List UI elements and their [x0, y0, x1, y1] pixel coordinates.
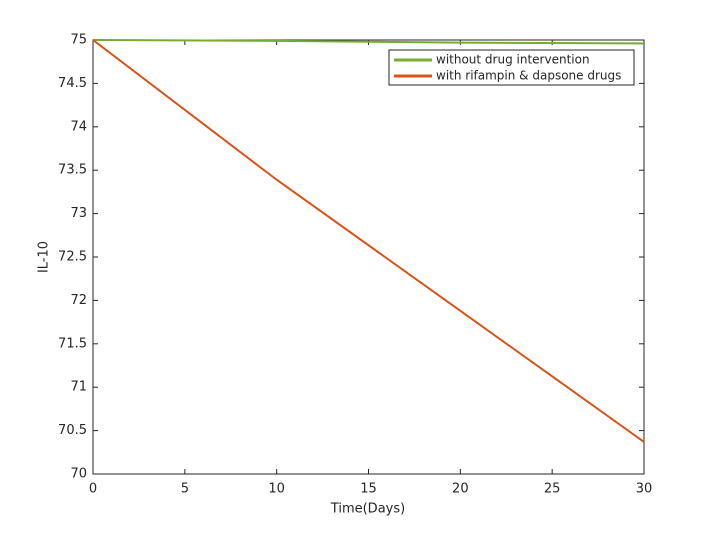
x-tick-label: 0 [89, 482, 97, 497]
series-line [92, 39, 645, 45]
y-tick-label: 73.5 [58, 163, 87, 178]
y-tick-label: 72.5 [58, 250, 87, 265]
x-tick-label: 15 [360, 482, 377, 497]
x-axis-label: Time(Days) [330, 502, 405, 517]
x-tick-label: 10 [268, 482, 285, 497]
y-tick-label: 75 [70, 33, 87, 48]
y-tick-label: 71 [70, 380, 87, 395]
y-tick-label: 72 [70, 293, 87, 308]
x-tick-label: 25 [544, 482, 561, 497]
legend-label: without drug intervention [436, 53, 590, 67]
legend-box [388, 49, 635, 86]
y-tick-label: 74.5 [58, 76, 87, 91]
y-tick-label: 70 [70, 467, 87, 482]
y-tick-label: 73 [70, 206, 87, 221]
x-tick-label: 5 [181, 482, 189, 497]
axes-box [92, 39, 645, 475]
y-tick-label: 70.5 [58, 423, 87, 438]
x-tick-label: 20 [452, 482, 469, 497]
series-line [92, 39, 645, 443]
y-axis-label: IL-10 [37, 241, 52, 273]
legend-label: with rifampin & dapsone drugs [436, 69, 621, 83]
y-tick-label: 71.5 [58, 336, 87, 351]
y-tick-label: 74 [70, 119, 87, 134]
x-tick-label: 30 [636, 482, 653, 497]
